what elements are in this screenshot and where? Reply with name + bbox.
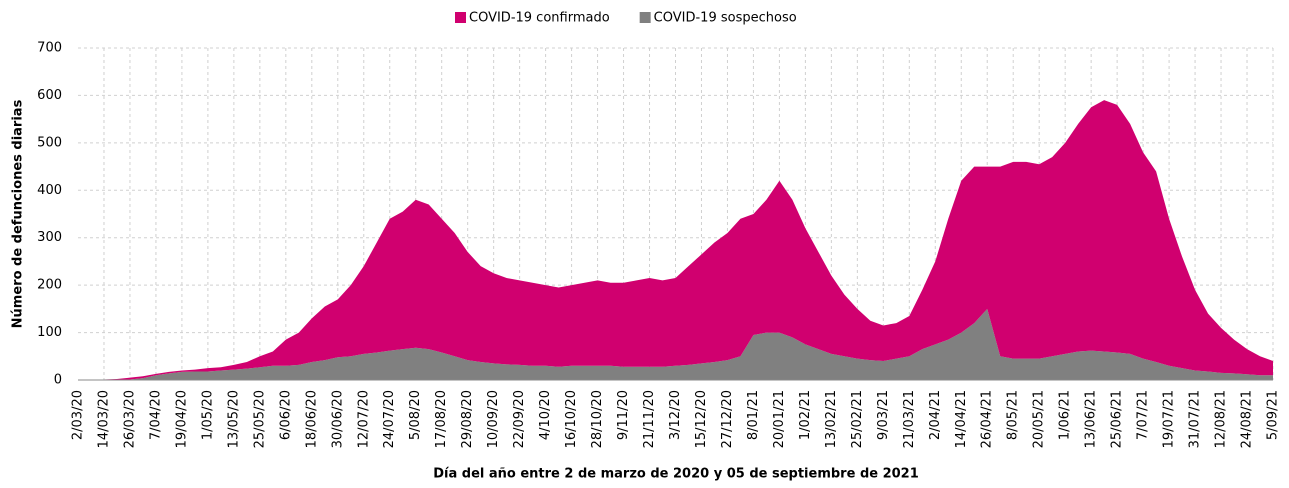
x-tick-label: 2/03/20 <box>71 390 86 440</box>
area <box>78 308 1273 380</box>
x-tick-label: 31/07/21 <box>1188 390 1203 448</box>
y-tick-label: 100 <box>37 325 62 340</box>
x-tick-label: 25/02/21 <box>850 390 865 448</box>
x-tick-label: 15/12/20 <box>694 390 709 448</box>
x-tick-label: 7/07/21 <box>1136 390 1151 440</box>
y-tick-label: 700 <box>37 41 62 56</box>
y-tick-label: 400 <box>37 183 62 198</box>
x-tick-label: 29/08/20 <box>460 390 475 448</box>
x-tick-label: 7/04/20 <box>148 390 163 440</box>
y-tick-label: 500 <box>37 135 62 150</box>
x-tick-label: 14/04/21 <box>954 390 969 448</box>
x-tick-label: 22/09/20 <box>512 390 527 448</box>
x-tick-label: 14/03/20 <box>96 390 111 448</box>
x-tick-label: 20/01/21 <box>772 390 787 448</box>
x-tick-label: 27/12/20 <box>720 390 735 448</box>
x-tick-label: 2/04/21 <box>928 390 943 440</box>
x-tick-label: 1/06/21 <box>1058 390 1073 440</box>
x-tick-label: 21/11/20 <box>642 390 657 448</box>
legend-swatch <box>455 12 466 23</box>
x-tick-label: 24/07/20 <box>382 390 397 448</box>
x-tick-label: 24/08/21 <box>1240 390 1255 448</box>
x-tick-label: 30/06/20 <box>330 390 345 448</box>
x-tick-label: 9/03/21 <box>876 390 891 440</box>
y-tick-label: 0 <box>54 373 62 388</box>
x-tick-label: 8/05/21 <box>1006 390 1021 440</box>
legend-swatch <box>639 12 651 23</box>
x-tick-label: 13/02/21 <box>824 390 839 448</box>
area <box>78 100 1273 381</box>
legend-label: COVID-19 confirmado <box>469 11 610 26</box>
x-tick-label: 20/05/21 <box>1032 390 1047 448</box>
x-tick-label: 1/05/20 <box>200 390 215 440</box>
x-tick-label: 5/08/20 <box>408 390 423 440</box>
x-tick-label: 4/10/20 <box>538 390 553 440</box>
y-tick-label: 200 <box>37 278 62 293</box>
x-tick-label: 19/04/20 <box>174 390 189 448</box>
x-tick-label: 6/06/20 <box>278 390 293 440</box>
x-tick-label: 26/03/20 <box>122 390 137 448</box>
x-tick-label: 21/03/21 <box>902 390 917 448</box>
x-tick-label: 13/05/20 <box>226 390 241 448</box>
x-tick-label: 18/06/20 <box>304 390 319 448</box>
x-tick-label: 17/08/20 <box>434 390 449 448</box>
x-tick-label: 1/02/21 <box>798 390 813 440</box>
y-axis-label: Número de defunciones diarias <box>11 99 26 328</box>
x-tick-label: 8/01/21 <box>746 390 761 440</box>
y-tick-label: 300 <box>37 230 62 245</box>
x-axis-label: Día del año entre 2 de marzo de 2020 y 0… <box>433 467 919 482</box>
x-tick-label: 12/08/21 <box>1214 390 1229 448</box>
x-tick-label: 12/07/20 <box>356 390 371 448</box>
x-tick-label: 9/11/20 <box>616 390 631 440</box>
legend-label: COVID-19 sospechoso <box>654 11 797 26</box>
x-tick-label: 26/04/21 <box>980 390 995 448</box>
x-tick-label: 25/06/21 <box>1110 390 1125 448</box>
x-tick-label: 5/09/21 <box>1266 390 1281 440</box>
x-tick-label: 3/12/20 <box>668 390 683 440</box>
x-tick-label: 10/09/20 <box>486 390 501 448</box>
x-tick-label: 25/05/20 <box>252 390 267 448</box>
x-tick-label: 13/06/21 <box>1084 390 1099 448</box>
y-tick-label: 600 <box>37 88 62 103</box>
x-tick-label: 16/10/20 <box>564 390 579 448</box>
x-tick-label: 19/07/21 <box>1162 390 1177 448</box>
x-tick-label: 28/10/20 <box>590 390 605 448</box>
